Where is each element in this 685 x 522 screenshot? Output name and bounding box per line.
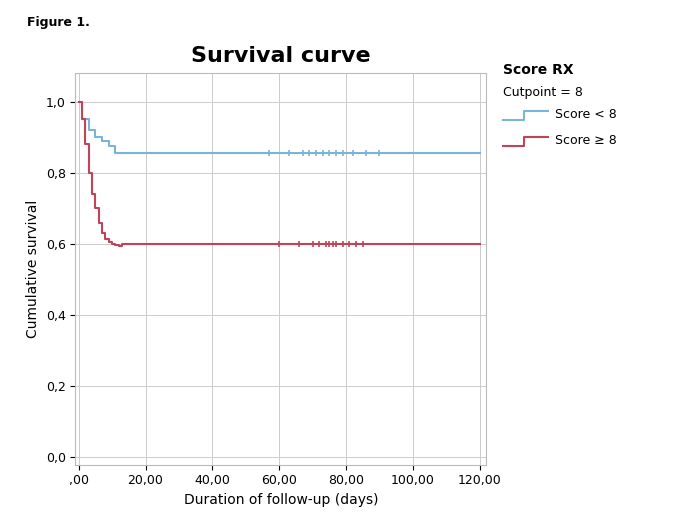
Text: Score RX: Score RX (503, 63, 574, 77)
Text: Score ≥ 8: Score ≥ 8 (555, 135, 616, 147)
Text: Score < 8: Score < 8 (555, 109, 616, 121)
Y-axis label: Cumulative survival: Cumulative survival (26, 200, 40, 338)
X-axis label: Duration of follow-up (days): Duration of follow-up (days) (184, 493, 378, 507)
Text: Cutpoint = 8: Cutpoint = 8 (503, 86, 584, 99)
Text: Figure 1.: Figure 1. (27, 16, 90, 29)
Title: Survival curve: Survival curve (191, 46, 371, 66)
